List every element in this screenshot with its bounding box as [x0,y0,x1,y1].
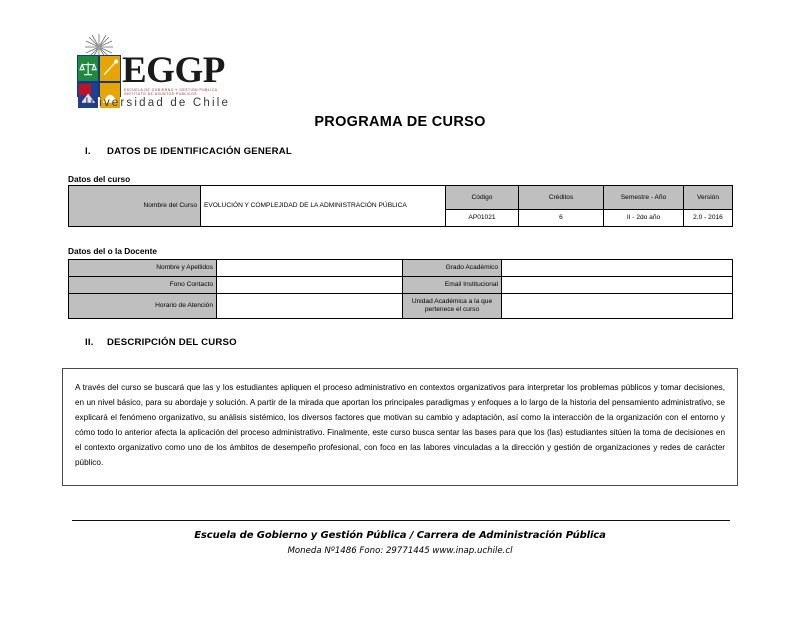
footer-contact-info: Moneda Nº1486 Fono: 29771445 www.inap.uc… [287,546,513,556]
section-one-numeral: I. [85,146,91,157]
course-description-box: A través del curso se buscará que las y … [62,368,738,486]
cell-label-horario-atencion: Horario de Atención [68,293,217,319]
cell-label-version: Versión [683,185,733,210]
sunburst-star-icon [84,34,114,60]
page-title: PROGRAMA DE CURSO [314,114,486,130]
cell-label-grado-academico: Grado Académico [402,259,502,277]
cell-label-nombre-apellidos: Nombre y Apellidos [68,259,217,277]
eggp-logo: EGGP ESCUELA DE GOBIERNO Y GESTIÓN PÚBLI… [72,34,252,109]
cell-value-nombre-curso: EVOLUCIÓN Y COMPLEJIDAD DE LA ADMINISTRA… [200,185,446,227]
section-two-title: DESCRIPCIÓN DEL CURSO [107,337,237,348]
cell-value-version: 2.0 - 2016 [683,209,733,227]
footer-school-name: Escuela de Gobierno y Gestión Pública / … [194,530,606,541]
table-row: Horario de Atención Unidad Académica a l… [68,293,733,319]
logo-wordmark: EGGP [122,50,225,91]
course-info-table: Nombre del Curso EVOLUCIÓN Y COMPLEJIDAD… [68,185,733,227]
table-row: Fono Contacto Email Institucional [68,276,733,294]
cell-value-fono-contacto[interactable] [216,276,403,294]
section-heading-two: II. DESCRIPCIÓN DEL CURSO [85,337,237,348]
cell-value-grado-academico[interactable] [501,259,733,277]
footer-divider [72,520,730,521]
cell-label-semestre-ano: Semestre - Año [603,185,684,210]
cell-label-nombre-curso: Nombre del Curso [68,185,201,227]
cell-label-fono-contacto: Fono Contacto [68,276,217,294]
cell-label-email-institucional: Email Institucional [402,276,502,294]
table-row: AP01021 6 II - 2do año 2.0 - 2016 [69,209,733,227]
teacher-info-table: Nombre y Apellidos Grado Académico Fono … [68,259,733,319]
cell-value-creditos: 6 [518,209,604,227]
cell-value-horario-atencion[interactable] [216,293,403,319]
section-heading-one: I. DATOS DE IDENTIFICACIÓN GENERAL [85,146,292,157]
cell-value-codigo: AP01021 [445,209,519,227]
cell-value-email-institucional[interactable] [501,276,733,294]
table-row: Nombre del Curso EVOLUCIÓN Y COMPLEJIDAD… [68,185,733,227]
cell-label-unidad-academica: Unidad Académica a la que pertenece el c… [402,293,502,319]
table-row: Nombre y Apellidos Grado Académico [68,259,733,277]
section-one-title: DATOS DE IDENTIFICACIÓN GENERAL [107,146,292,157]
course-data-label: Datos del curso [68,174,131,184]
cell-value-nombre-apellidos[interactable] [216,259,403,277]
logo-subtitle-line1: ESCUELA DE GOBIERNO Y GESTIÓN PÚBLICA [124,88,218,92]
cell-label-codigo: Código [445,185,519,210]
logo-subtitle-line2: INSTITUTO DE ASUNTOS PÚBLICOS [124,92,197,96]
coat-of-arms-icon [77,55,121,108]
cell-value-semestre-ano: II - 2do año [603,209,684,227]
teacher-data-label: Datos del o la Docente [68,246,157,256]
cell-value-unidad-academica[interactable] [501,293,733,319]
cell-label-creditos: Créditos [518,185,604,210]
section-two-numeral: II. [85,337,94,348]
course-description-text: A través del curso se buscará que las y … [75,383,725,468]
logo-university-name: Universidad de Chile [80,97,231,109]
